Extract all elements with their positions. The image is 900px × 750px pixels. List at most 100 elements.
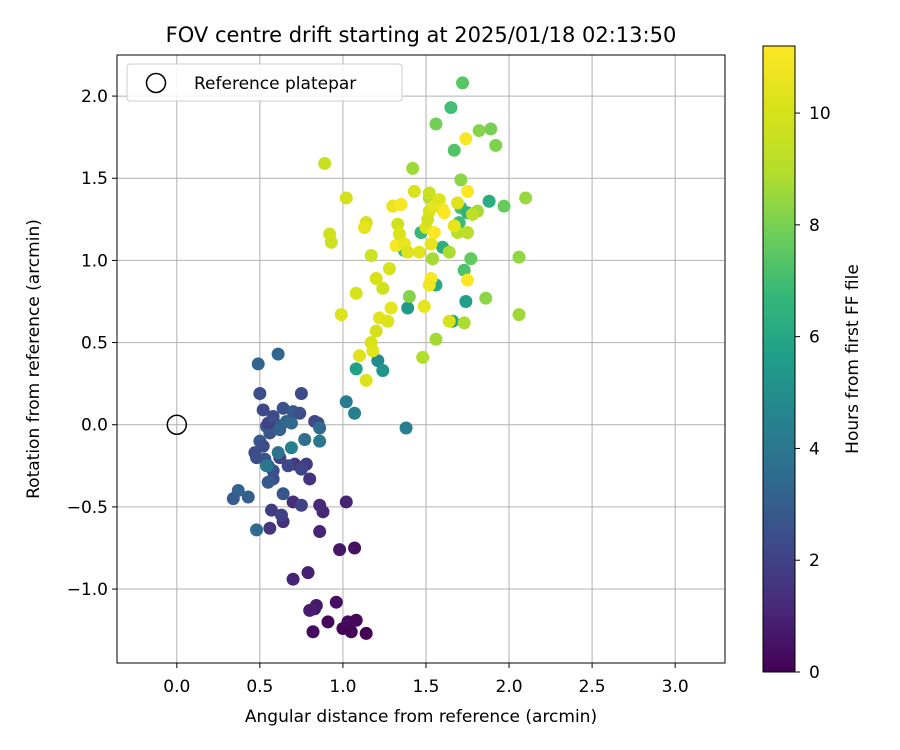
data-point: [472, 124, 486, 138]
y-axis-ticks: −1.0 −0.5 0.0 0.5 1.0 1.5 2.0: [67, 87, 117, 600]
data-point: [301, 566, 315, 580]
data-point: [349, 613, 363, 627]
data-point: [416, 350, 430, 364]
data-point: [376, 281, 390, 295]
colorbar-label: Hours from first FF file: [843, 264, 863, 454]
data-point: [261, 475, 275, 489]
data-point: [489, 138, 503, 152]
data-point: [406, 161, 420, 175]
data-point: [284, 416, 298, 430]
data-point: [519, 191, 533, 205]
data-point: [447, 143, 461, 157]
data-point: [457, 263, 471, 277]
data-point: [454, 173, 468, 187]
data-point: [348, 541, 362, 555]
data-point: [256, 439, 270, 453]
data-point: [294, 387, 308, 401]
data-point: [442, 314, 456, 328]
data-point: [459, 132, 473, 146]
data-point: [381, 314, 395, 328]
data-point: [364, 248, 378, 262]
data-point: [303, 603, 317, 617]
data-point: [426, 252, 440, 266]
colorbar-tick-label: 6: [809, 328, 820, 348]
x-axis-ticks: 0.0 0.5 1.0 1.5 2.0 2.5 3.0: [163, 663, 689, 697]
data-point: [417, 299, 431, 313]
data-point: [359, 626, 373, 640]
x-tick-label: 0.0: [163, 677, 190, 697]
data-point: [358, 221, 372, 235]
data-point: [376, 364, 390, 378]
data-point: [339, 191, 353, 205]
data-point: [427, 225, 441, 239]
data-point: [349, 286, 363, 300]
data-point: [226, 492, 240, 506]
y-axis-label: Rotation from reference (arcmin): [24, 219, 44, 499]
reference-platepar-marker: [166, 414, 188, 435]
y-tick-label: −0.5: [67, 498, 108, 518]
data-point: [250, 451, 264, 465]
colorbar-tick-label: 4: [809, 439, 820, 459]
data-point: [399, 421, 413, 435]
data-point: [497, 199, 511, 213]
data-point: [366, 344, 380, 358]
data-point: [318, 156, 332, 170]
data-point: [251, 357, 265, 371]
data-point: [339, 395, 353, 409]
data-point: [339, 495, 353, 509]
data-point: [461, 273, 475, 287]
plot-frame: [116, 54, 726, 664]
data-point: [479, 291, 493, 305]
y-tick-label: 2.0: [81, 87, 108, 107]
x-tick-label: 1.0: [329, 677, 356, 697]
data-point: [260, 459, 274, 473]
data-point: [384, 301, 398, 315]
x-tick-label: 1.5: [412, 677, 439, 697]
data-point: [313, 525, 327, 539]
data-point: [294, 462, 308, 476]
data-point: [284, 441, 298, 455]
data-point: [359, 373, 373, 387]
data-point: [271, 347, 285, 361]
data-point: [241, 490, 255, 504]
data-point: [324, 235, 338, 249]
legend-entry-reference: Reference platepar: [194, 74, 356, 94]
data-point: [392, 227, 406, 241]
x-tick-label: 2.5: [579, 677, 606, 697]
data-point: [457, 316, 471, 330]
data-point: [442, 245, 456, 259]
legend-marker-reference: [145, 72, 167, 94]
y-tick-label: −1.0: [67, 580, 108, 600]
data-point: [402, 290, 416, 304]
colorbar: 0 2 4 6 8 10 Hours from first FF file: [762, 45, 863, 683]
data-point: [512, 250, 526, 264]
y-tick-label: 1.0: [81, 251, 108, 271]
data-point: [369, 271, 383, 285]
data-points: [166, 76, 533, 640]
data-point: [394, 198, 408, 212]
data-point: [437, 206, 451, 220]
x-tick-label: 2.0: [496, 677, 523, 697]
data-point: [264, 503, 278, 517]
data-point: [303, 472, 317, 486]
colorbar-tick-label: 0: [809, 663, 820, 683]
data-point: [306, 625, 320, 639]
data-point: [266, 410, 280, 424]
data-point: [256, 403, 270, 417]
data-point: [313, 498, 327, 512]
data-point: [250, 523, 264, 537]
data-point: [401, 245, 415, 259]
data-point: [334, 308, 348, 322]
data-point: [484, 122, 498, 136]
data-point: [369, 324, 383, 338]
data-point: [422, 278, 436, 292]
data-point: [333, 543, 347, 557]
data-point: [464, 252, 478, 266]
data-point: [353, 349, 367, 363]
data-point: [461, 184, 475, 198]
data-point: [263, 521, 277, 535]
y-tick-label: 0.0: [81, 416, 108, 436]
x-tick-label: 3.0: [662, 677, 689, 697]
data-point: [447, 219, 461, 233]
